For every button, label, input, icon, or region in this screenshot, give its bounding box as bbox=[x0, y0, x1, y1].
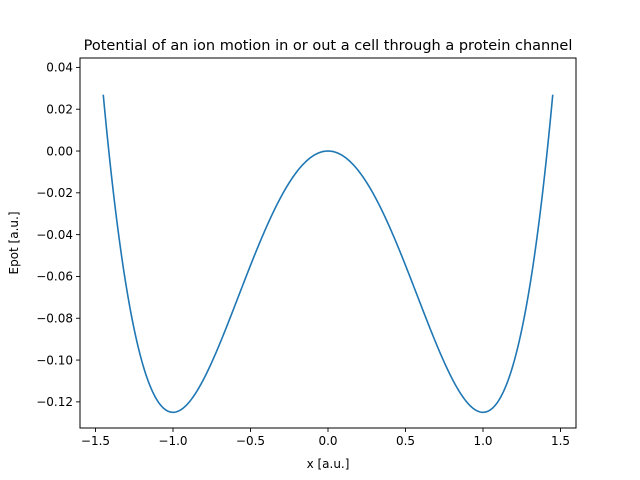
y-tick-label: −0.12 bbox=[36, 395, 73, 409]
x-tick-label: 0.5 bbox=[396, 434, 415, 448]
x-tick-label: −0.5 bbox=[236, 434, 265, 448]
chart-title: Potential of an ion motion in or out a c… bbox=[84, 38, 573, 54]
x-tick-label: 1.5 bbox=[551, 434, 570, 448]
y-tick-label: −0.10 bbox=[36, 353, 73, 367]
x-tick-label: −1.5 bbox=[81, 434, 110, 448]
y-tick-label: −0.04 bbox=[36, 228, 73, 242]
y-tick-label: −0.08 bbox=[36, 312, 73, 326]
y-tick-label: 0.02 bbox=[46, 103, 73, 117]
series-layer bbox=[102, 94, 554, 414]
plot-area bbox=[80, 58, 576, 428]
y-tick-label: −0.06 bbox=[36, 270, 73, 284]
y-axis-label: Epot [a.u.] bbox=[7, 211, 21, 274]
y-axis: −0.12 −0.10 −0.08 −0.06 −0.04 −0.02 0.00 0.02 0.… bbox=[36, 61, 80, 409]
x-tick-label: 1.0 bbox=[473, 434, 492, 448]
series-line-epot bbox=[102, 94, 554, 414]
x-tick-label: −1.0 bbox=[158, 434, 187, 448]
y-tick-label: 0.04 bbox=[46, 61, 73, 75]
x-axis-label: x [a.u.] bbox=[307, 457, 350, 471]
x-axis: −1.5 −1.0 −0.5 0.0 0.5 1.0 1.5 bbox=[81, 428, 570, 448]
y-tick-label: 0.00 bbox=[46, 144, 73, 158]
x-tick-label: 0.0 bbox=[318, 434, 337, 448]
y-tick-label: −0.02 bbox=[36, 186, 73, 200]
